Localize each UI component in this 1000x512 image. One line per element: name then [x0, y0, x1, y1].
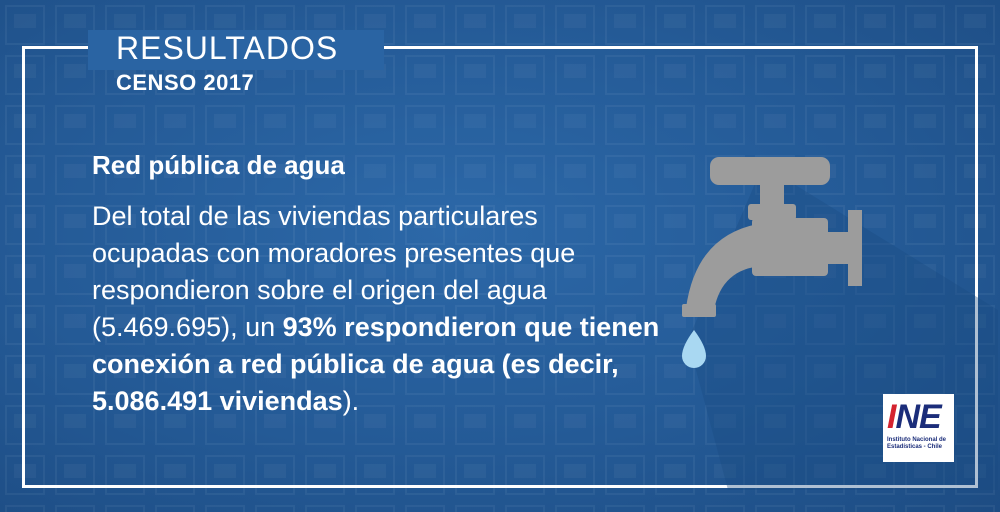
ine-logo-caption: Instituto Nacional de Estadísticas - Chi…: [887, 437, 947, 450]
body-paragraph: Del total de las viviendas particulares …: [92, 198, 662, 420]
ine-logo: INE Instituto Nacional de Estadísticas -…: [883, 394, 954, 462]
water-drop-icon: [682, 330, 706, 368]
body-intro: Del total de las viviendas particulares …: [92, 201, 576, 342]
content-frame: [22, 46, 978, 488]
page-subtitle: CENSO 2017: [116, 70, 255, 95]
ine-logo-mark: INE: [887, 398, 942, 436]
body-end: ).: [342, 386, 360, 416]
page-title: RESULTADOS: [116, 30, 339, 66]
body-highlight: 93% respondieron que tienen conexión a r…: [92, 312, 660, 416]
title-frame-gap: [88, 30, 384, 70]
section-heading: Red pública de agua: [92, 150, 345, 180]
